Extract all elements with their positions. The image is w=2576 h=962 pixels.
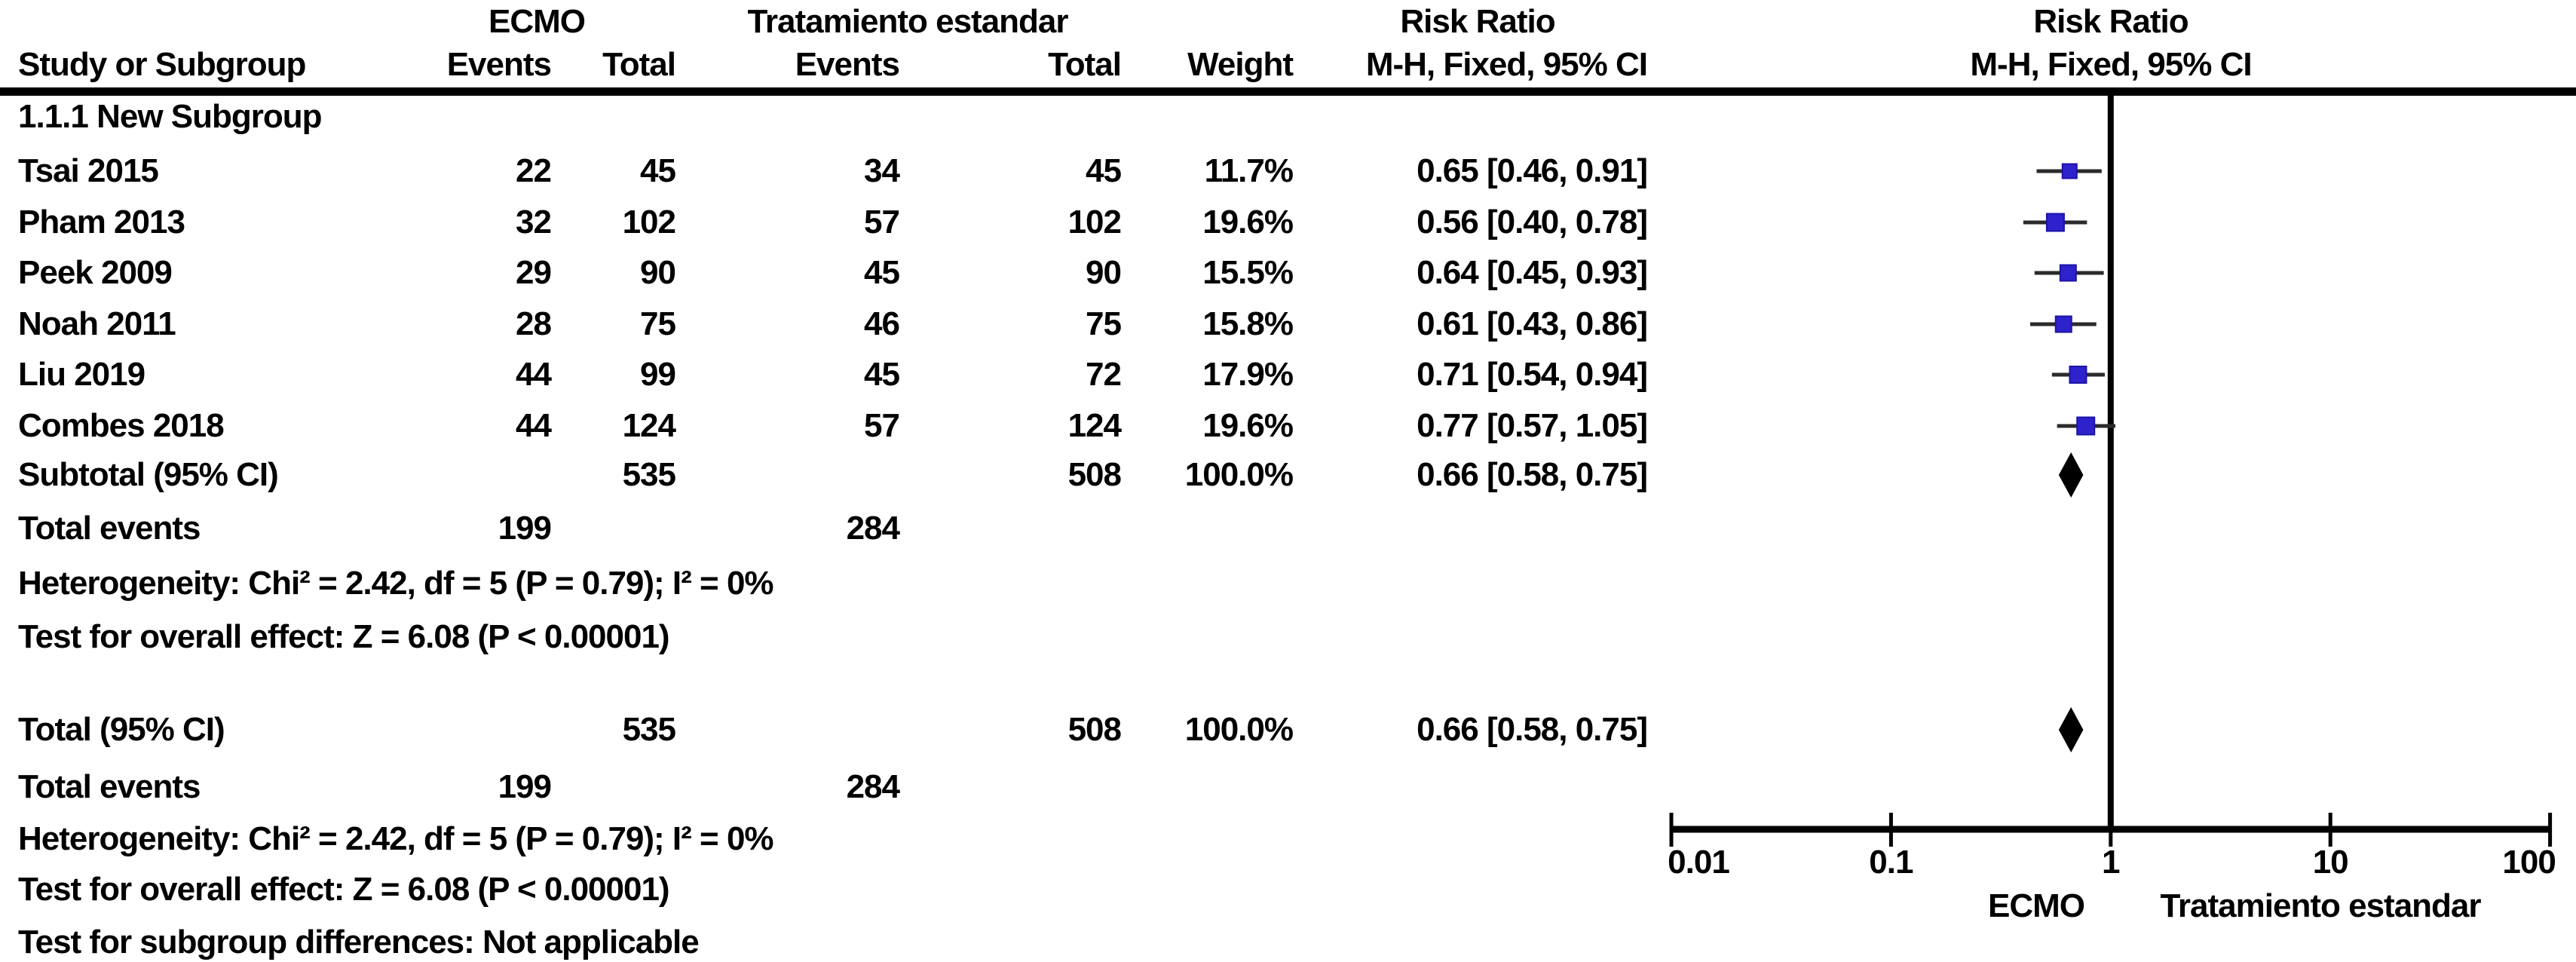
weight-cell: 17.9%	[1202, 356, 1294, 393]
total-total1: 535	[622, 711, 676, 748]
events2-cell: 45	[864, 356, 900, 393]
events2-cell: 45	[864, 254, 900, 291]
effect-square	[2054, 315, 2072, 333]
effect-square	[2069, 366, 2087, 384]
header-divider-line	[0, 87, 2576, 96]
axis-label-estandar: Tratamiento estandar	[2160, 887, 2481, 924]
events1-cell: 44	[516, 356, 552, 393]
heterogeneity-line-2: Heterogeneity: Chi² = 2.42, df = 5 (P = …	[18, 820, 774, 857]
subtotal-label: Subtotal (95% CI)	[18, 456, 279, 493]
x-axis-tick-label: 0.1	[1869, 844, 1913, 881]
total2-cell: 75	[1086, 305, 1122, 342]
col-total2-header: Total	[1048, 46, 1122, 83]
weight-cell: 11.7%	[1204, 152, 1294, 189]
study-name-cell: Combes 2018	[18, 407, 225, 444]
events1-cell: 28	[516, 305, 552, 342]
heterogeneity-line-1: Heterogeneity: Chi² = 2.42, df = 5 (P = …	[18, 565, 774, 602]
total-total2: 508	[1067, 711, 1122, 748]
effect-square	[2059, 264, 2077, 282]
x-axis-tick-label: 10	[2312, 844, 2349, 881]
total2-cell: 72	[1086, 356, 1122, 393]
total1-cell: 90	[640, 254, 676, 291]
col-ci-header-plot: M-H, Fixed, 95% CI	[1970, 46, 2252, 83]
x-axis-tick-label: 100	[2502, 844, 2556, 881]
subtotal-total2: 508	[1067, 456, 1122, 493]
group1-header: ECMO	[489, 3, 586, 40]
study-name-cell: Noah 2011	[18, 305, 176, 342]
total-ci: 0.66 [0.58, 0.75]	[1417, 711, 1648, 748]
events2-cell: 46	[864, 305, 900, 342]
effect-square	[2076, 416, 2096, 436]
ci-text-cell: 0.71 [0.54, 0.94]	[1417, 356, 1648, 393]
events2-cell: 57	[864, 204, 900, 240]
study-name-cell: Pham 2013	[18, 204, 185, 240]
col-events1-header: Events	[446, 46, 552, 83]
weight-cell: 15.8%	[1202, 305, 1294, 342]
study-name-cell: Liu 2019	[18, 356, 145, 393]
x-axis-tick-label: 1	[2102, 844, 2121, 881]
weight-cell: 19.6%	[1202, 204, 1294, 240]
col-ci-header-table: M-H, Fixed, 95% CI	[1365, 46, 1648, 83]
subtotal-total1: 535	[622, 456, 676, 493]
events2-cell: 34	[864, 152, 900, 189]
subtotal-ci: 0.66 [0.58, 0.75]	[1417, 456, 1648, 493]
subtotal-weight: 100.0%	[1184, 456, 1294, 493]
subgroup-diff-line: Test for subgroup differences: Not appli…	[18, 924, 700, 960]
weight-cell: 19.6%	[1202, 407, 1294, 444]
risk-ratio-header-table: Risk Ratio	[1400, 3, 1555, 40]
total-events1-events1: 199	[498, 510, 552, 547]
total-events2-events2: 284	[846, 768, 900, 805]
axis-label-ecmo: ECMO	[1988, 887, 2085, 924]
total-events1-events2: 284	[846, 510, 900, 547]
overall-effect-line-1: Test for overall effect: Z = 6.08 (P < 0…	[18, 618, 670, 655]
total-diamond	[2058, 707, 2084, 752]
study-name-cell: Peek 2009	[18, 254, 173, 291]
total-events2-label: Total events	[18, 768, 201, 805]
col-weight-header: Weight	[1187, 46, 1294, 83]
total1-cell: 102	[622, 204, 676, 240]
total2-cell: 124	[1067, 407, 1122, 444]
ci-text-cell: 0.65 [0.46, 0.91]	[1417, 152, 1648, 189]
subtotal-diamond	[2058, 452, 2084, 498]
subgroup-label: 1.1.1 New Subgroup	[18, 98, 323, 135]
ci-text-cell: 0.77 [0.57, 1.05]	[1417, 407, 1648, 444]
ci-text-cell: 0.61 [0.43, 0.86]	[1417, 305, 1648, 342]
total-events2-events1: 199	[498, 768, 552, 805]
effect-square	[2061, 163, 2078, 179]
total2-cell: 102	[1067, 204, 1122, 240]
total1-cell: 99	[640, 356, 676, 393]
x-axis-tick-label: 0.01	[1668, 844, 1730, 881]
col-study-header: Study or Subgroup	[18, 46, 306, 83]
total-weight: 100.0%	[1184, 711, 1294, 748]
overall-effect-line-2: Test for overall effect: Z = 6.08 (P < 0…	[18, 871, 670, 908]
total1-cell: 124	[622, 407, 676, 444]
risk-ratio-header-plot: Risk Ratio	[2033, 3, 2189, 40]
col-events2-header: Events	[795, 46, 900, 83]
total-label: Total (95% CI)	[18, 711, 225, 748]
total1-cell: 75	[640, 305, 676, 342]
col-total1-header: Total	[602, 46, 676, 83]
weight-cell: 15.5%	[1202, 254, 1294, 291]
effect-square	[2045, 213, 2065, 232]
ci-text-cell: 0.56 [0.40, 0.78]	[1417, 204, 1648, 240]
total2-cell: 45	[1086, 152, 1122, 189]
events1-cell: 32	[516, 204, 552, 240]
total1-cell: 45	[640, 152, 676, 189]
study-name-cell: Tsai 2015	[18, 152, 159, 189]
events1-cell: 29	[516, 254, 552, 291]
group2-header: Tratamiento estandar	[747, 3, 1068, 40]
ci-text-cell: 0.64 [0.45, 0.93]	[1417, 254, 1648, 291]
events1-cell: 22	[516, 152, 552, 189]
total2-cell: 90	[1086, 254, 1122, 291]
total-events1-label: Total events	[18, 510, 201, 547]
events1-cell: 44	[516, 407, 552, 444]
events2-cell: 57	[864, 407, 900, 444]
